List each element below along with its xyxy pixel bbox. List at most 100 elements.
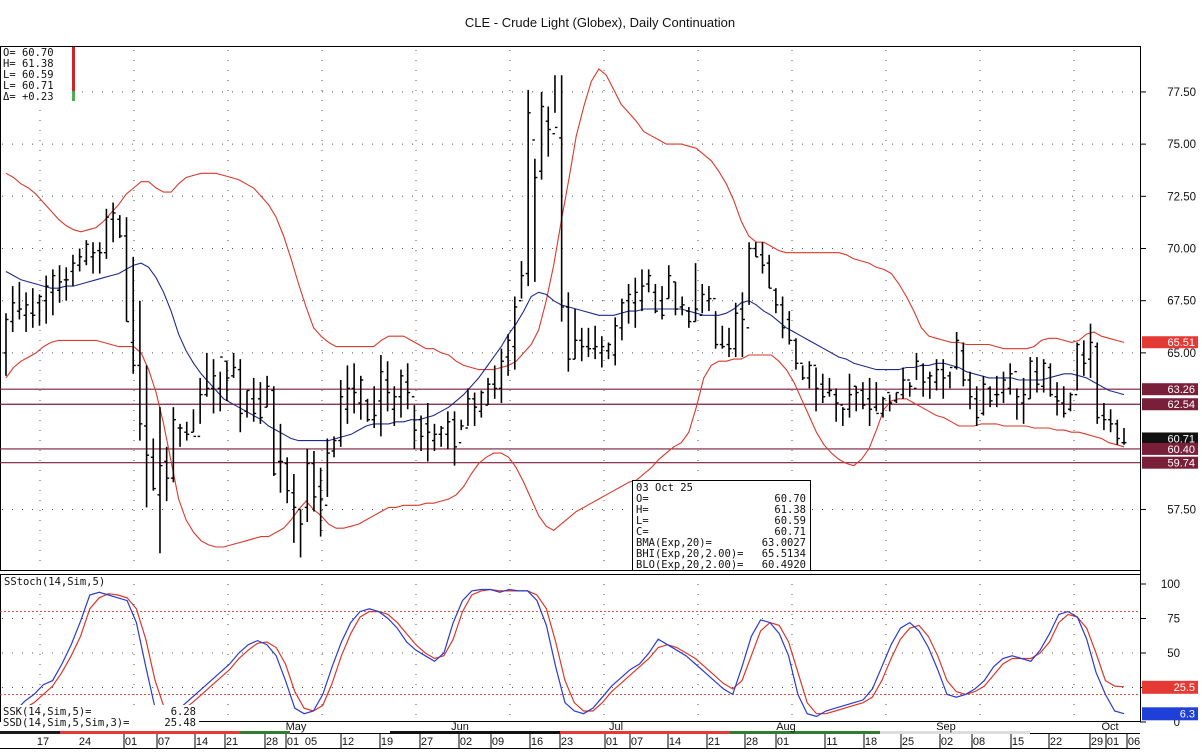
price-tag-label: 60.71: [1167, 433, 1195, 445]
ohlc-bar: [291, 473, 297, 543]
ohlc-bar: [90, 242, 96, 274]
date-label: 07: [631, 736, 643, 748]
osc-tag-0: 25.5: [1142, 680, 1198, 694]
info-key: BMA(Exp,20)=: [636, 537, 712, 549]
ohlc-bar: [1088, 323, 1094, 378]
price-tag-2: 62.54: [1142, 398, 1198, 411]
ohlc-bar: [3, 313, 9, 376]
ohlc-bar: [672, 281, 678, 316]
ohlc-bar: [786, 311, 792, 345]
ohlc-bar: [813, 364, 819, 412]
ohlc-bar: [579, 327, 585, 362]
osc-legend-key: SSK(14,Sim,5)=: [3, 706, 92, 718]
ohlc-bar: [887, 391, 893, 412]
ohlc-bar: [960, 342, 966, 387]
ohlc-bar: [16, 281, 22, 320]
ohlc-bar: [666, 265, 672, 300]
ohlc-line-1: H= 61.38: [3, 58, 54, 70]
ohlc-bar: [445, 411, 451, 449]
date-label: 12: [342, 736, 354, 748]
price-tag-label: 62.54: [1167, 399, 1195, 411]
ohlc-bar: [920, 363, 926, 397]
month-label: Jun: [451, 721, 469, 733]
chart-title: CLE - Crude Light (Globex), Daily Contin…: [465, 15, 735, 30]
support-resistance-lines: [0, 388, 1140, 464]
ohlc-bar: [398, 369, 404, 418]
month-label: Oct: [1101, 721, 1118, 733]
ohlc-bar: [271, 386, 277, 477]
date-label: 14: [196, 736, 208, 748]
date-label: 27: [421, 736, 433, 748]
ohlc-bar: [1021, 377, 1027, 424]
ohlc-bar: [606, 342, 612, 360]
date-label: 22: [1050, 736, 1062, 748]
price-tag-4: 60.40: [1142, 442, 1198, 456]
upper-band-line: [5, 68, 1125, 371]
price-tick-label: 75.00: [1167, 139, 1196, 151]
oscillator-label: SStoch(14,Sim,5): [4, 576, 105, 588]
date-label: 02: [941, 736, 953, 748]
price-tick-label: 72.50: [1167, 191, 1196, 203]
ohlc-bar: [30, 288, 36, 328]
osc-tag-label: 25.5: [1174, 682, 1195, 694]
month-label: Aug: [776, 721, 796, 733]
ohlc-bar: [231, 352, 237, 378]
ohlc-bar: [224, 360, 230, 401]
ohlc-bar: [1101, 402, 1107, 431]
osc-legend-value: 6.28: [171, 706, 196, 718]
ohlc-bar: [739, 292, 745, 358]
ohlc-bar: [927, 371, 933, 399]
ohlc-bar: [103, 208, 109, 259]
date-label: 08: [973, 736, 985, 748]
info-key: H=: [636, 504, 649, 516]
ohlc-bar: [237, 359, 243, 433]
ohlc-bar: [1121, 428, 1127, 445]
ohlc-bar: [893, 391, 899, 403]
ohlc-bar: [726, 327, 732, 358]
ohlc-bar: [592, 325, 598, 360]
ohlc-bar: [860, 382, 866, 410]
ohlc-bar: [780, 296, 786, 339]
ohlc-bar: [338, 380, 344, 447]
ohlc-bar: [324, 438, 330, 506]
ohlc-bar: [351, 363, 357, 414]
info-key: L=: [636, 515, 649, 527]
date-label: 06: [1128, 736, 1140, 748]
ohlc-bar: [639, 269, 645, 312]
ohlc-bar: [733, 302, 739, 358]
date-label: 01: [606, 736, 618, 748]
ohlc-bar: [217, 356, 223, 412]
date-strip-4: [560, 731, 730, 734]
ohlc-bar: [826, 377, 832, 397]
info-value: 60.71: [774, 526, 806, 538]
ohlc-bar: [130, 256, 136, 374]
date-strip-5: [730, 731, 880, 734]
ohlc-bar: [900, 367, 906, 399]
ohlc-bar: [204, 352, 210, 397]
price-tag-label: 65.51: [1167, 337, 1195, 349]
ohlc-bar: [1094, 342, 1100, 424]
date-label: 24: [79, 736, 91, 748]
info-key: C=: [636, 526, 649, 538]
ohlc-bar: [599, 336, 605, 368]
ohlc-bar: [565, 292, 571, 372]
ohlc-bar: [713, 297, 719, 349]
ohlc-bar: [311, 451, 317, 512]
ohlc-bar: [411, 396, 417, 449]
ohlc-bar: [699, 283, 705, 317]
ohlc-line-4: Δ= +0.23: [3, 91, 54, 103]
price-tag-5: 59.74: [1142, 456, 1198, 470]
ohlc-bar: [344, 365, 350, 424]
ohlc-bar: [438, 425, 444, 447]
ohlc-bar: [686, 306, 692, 328]
date-label: 25: [902, 736, 914, 748]
ohlc-bar: [806, 361, 812, 389]
ohlc-bar: [1108, 409, 1114, 433]
date-label: 15: [1012, 736, 1024, 748]
ohlc-bar: [485, 377, 491, 406]
ohlc-bar: [840, 404, 846, 426]
ohlc-bar: [452, 411, 458, 466]
ohlc-bar: [472, 392, 478, 426]
